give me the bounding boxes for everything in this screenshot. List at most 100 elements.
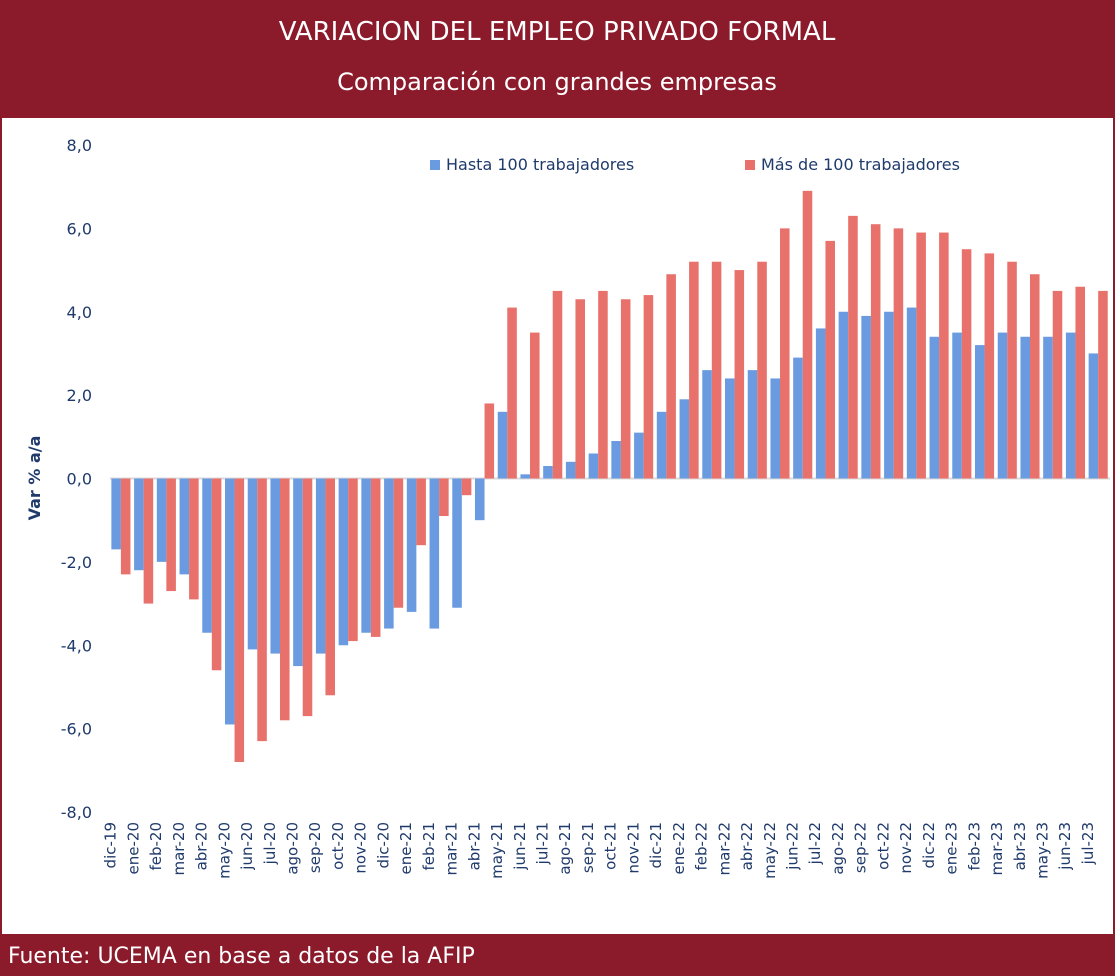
bar — [884, 311, 894, 479]
x-tick-label: jun-22 — [784, 822, 802, 871]
x-tick-label: ene-22 — [670, 822, 688, 874]
bar — [416, 478, 426, 546]
x-tick-label: jul-20 — [261, 822, 279, 865]
x-tick-label: oct-20 — [329, 822, 347, 870]
header — [0, 0, 1115, 118]
bar — [302, 478, 313, 717]
bar — [1043, 336, 1053, 479]
bar — [961, 249, 972, 479]
bar — [393, 478, 404, 608]
bar — [711, 261, 722, 479]
x-tick-label: mar-23 — [988, 822, 1006, 876]
x-tick-label: oct-22 — [874, 822, 892, 870]
bar — [770, 378, 780, 479]
y-tick-label: -6,0 — [61, 720, 92, 739]
x-tick-label: abr-20 — [193, 822, 211, 870]
chart-title: VARIACION DEL EMPLEO PRIVADO FORMAL — [279, 17, 836, 47]
bar — [702, 370, 712, 479]
legend-label: Más de 100 trabajadores — [761, 155, 960, 174]
x-tick-label: dic-21 — [647, 822, 665, 868]
bar — [588, 453, 599, 479]
bar — [747, 370, 758, 479]
bar — [825, 240, 835, 479]
x-tick-label: abr-21 — [465, 822, 483, 870]
bar — [939, 232, 949, 479]
bar — [497, 411, 508, 479]
bar — [143, 478, 154, 604]
x-tick-label: sep-22 — [852, 822, 870, 873]
x-tick-label: abr-23 — [1011, 822, 1029, 870]
x-tick-label: abr-22 — [738, 822, 756, 870]
x-tick-label: feb-20 — [147, 822, 165, 871]
chart-subtitle: Comparación con grandes empresas — [337, 68, 777, 96]
x-tick-label: may-21 — [488, 822, 506, 879]
bar — [1007, 261, 1017, 479]
bar — [802, 190, 813, 479]
bar — [666, 274, 676, 479]
bar — [656, 411, 667, 479]
y-tick-label: 2,0 — [67, 386, 92, 405]
bar — [543, 465, 553, 479]
bar — [211, 478, 222, 671]
bar — [793, 357, 803, 479]
bar — [1098, 290, 1108, 479]
x-tick-label: nov-22 — [897, 822, 915, 874]
bar — [679, 399, 690, 479]
bar — [338, 478, 349, 646]
bar — [598, 290, 608, 479]
x-tick-label: nov-20 — [352, 822, 370, 874]
bar — [906, 307, 917, 479]
x-tick-label: mar-21 — [443, 822, 461, 876]
bar — [848, 215, 858, 479]
x-tick-label: may-22 — [761, 822, 779, 879]
x-tick-label: jul-23 — [1079, 822, 1097, 865]
bar — [634, 432, 644, 479]
footer — [0, 934, 1115, 976]
bar — [838, 311, 849, 479]
bar — [893, 228, 904, 479]
bar — [452, 478, 462, 608]
x-tick-label: jul-22 — [806, 822, 824, 865]
source: Fuente: UCEMA en base a datos de la AFIP — [8, 944, 475, 969]
bar — [406, 478, 417, 612]
y-tick-label: 4,0 — [67, 303, 92, 322]
bar — [952, 332, 962, 479]
bar — [270, 478, 280, 654]
bar — [530, 332, 540, 479]
y-tick-label: -4,0 — [61, 636, 92, 655]
x-tick-label: ene-23 — [943, 822, 961, 874]
bar — [325, 478, 335, 696]
x-tick-label: mar-20 — [170, 822, 188, 876]
bar — [611, 440, 621, 479]
bar — [1052, 290, 1063, 479]
bar — [134, 478, 144, 571]
x-tick-label: jul-21 — [534, 822, 552, 865]
bar — [507, 307, 517, 479]
bar — [189, 478, 199, 600]
bar — [293, 478, 303, 667]
x-tick-label: jun-20 — [238, 822, 256, 871]
x-tick-label: jun-23 — [1056, 822, 1074, 871]
bar — [179, 478, 190, 575]
bar — [916, 232, 926, 479]
bar — [643, 295, 654, 479]
x-tick-label: ago-21 — [556, 822, 574, 875]
x-tick-label: mar-22 — [715, 822, 733, 876]
legend-swatch — [430, 160, 440, 170]
y-tick-label: 8,0 — [67, 136, 92, 155]
x-tick-label: sep-20 — [306, 822, 324, 873]
legend-swatch — [745, 160, 755, 170]
bar — [156, 478, 167, 562]
bar — [475, 478, 485, 521]
bar — [861, 315, 871, 479]
bar — [429, 478, 440, 629]
bar — [780, 228, 790, 479]
x-tick-label: ene-21 — [397, 822, 415, 874]
bar — [815, 328, 826, 479]
bar — [439, 478, 449, 517]
bar — [734, 270, 745, 479]
bar — [870, 224, 881, 479]
bar — [315, 478, 326, 654]
bar — [257, 478, 267, 742]
x-tick-label: dic-20 — [374, 822, 392, 868]
